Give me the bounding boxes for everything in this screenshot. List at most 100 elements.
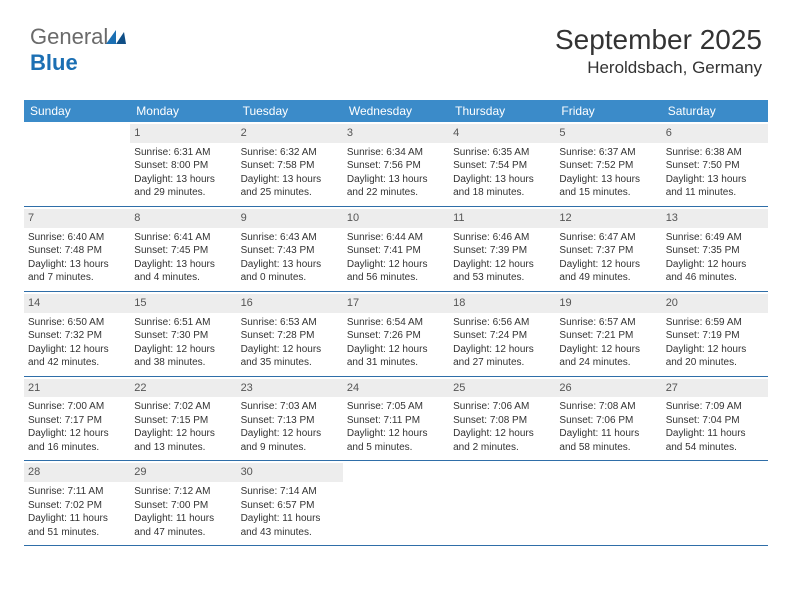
sunrise-text: Sunrise: 6:59 AM [666,316,764,330]
calendar-cell: 21 Sunrise: 7:00 AMSunset: 7:17 PMDayligh… [24,377,130,461]
day-number: 3 [343,124,449,143]
header-right: September 2025 Heroldsbach, Germany [555,24,762,78]
dayhead: Saturday [662,100,768,122]
calendar-cell: 9Sunrise: 6:43 AMSunset: 7:43 PMDaylight… [237,207,343,291]
day-number: 27 [662,379,768,398]
sunrise-text: Sunrise: 7:12 AM [134,485,232,499]
week-row: 14Sunrise: 6:50 AMSunset: 7:32 PMDayligh… [24,292,768,377]
daylight-text: Daylight: 12 hours and 16 minutes. [28,427,126,454]
calendar-cell: 4Sunrise: 6:35 AMSunset: 7:54 PMDaylight… [449,122,555,206]
day-number: 7 [24,209,130,228]
daylight-text: Daylight: 13 hours and 29 minutes. [134,173,232,200]
daylight-text: Daylight: 12 hours and 38 minutes. [134,343,232,370]
day-number: 6 [662,124,768,143]
daylight-text: Daylight: 13 hours and 15 minutes. [559,173,657,200]
sunrise-text: Sunrise: 6:37 AM [559,146,657,160]
daylight-text: Daylight: 12 hours and 35 minutes. [241,343,339,370]
sunset-text: Sunset: 7:08 PM [453,414,551,428]
dayhead: Tuesday [237,100,343,122]
day-number: 20 [662,294,768,313]
sunrise-text: Sunrise: 6:44 AM [347,231,445,245]
sunrise-text: Sunrise: 7:00 AM [28,400,126,414]
day-number: 25 [449,379,555,398]
calendar-cell: 19 Sunrise: 6:57 AMSunset: 7:21 PMDayligh… [555,292,661,376]
calendar-cell: 22Sunrise: 7:02 AMSunset: 7:15 PMDayligh… [130,377,236,461]
calendar-cell: 23Sunrise: 7:03 AMSunset: 7:13 PMDayligh… [237,377,343,461]
brand-logo: General Blue [30,24,128,76]
calendar-cell: 24 Sunrise: 7:05 AMSunset: 7:11 PMDayligh… [343,377,449,461]
brand-part1: General [30,24,108,49]
sunset-text: Sunset: 7:48 PM [28,244,126,258]
sunrise-text: Sunrise: 6:47 AM [559,231,657,245]
day-number: 21 [24,379,130,398]
daylight-text: Daylight: 12 hours and 42 minutes. [28,343,126,370]
day-number: 15 [130,294,236,313]
daylight-text: Daylight: 13 hours and 11 minutes. [666,173,764,200]
week-row: 1Sunrise: 6:31 AMSunset: 8:00 PMDaylight… [24,122,768,207]
calendar-cell: 1Sunrise: 6:31 AMSunset: 8:00 PMDaylight… [130,122,236,206]
sunrise-text: Sunrise: 6:51 AM [134,316,232,330]
sunset-text: Sunset: 7:21 PM [559,329,657,343]
calendar-cell: 7Sunrise: 6:40 AMSunset: 7:48 PMDaylight… [24,207,130,291]
sunset-text: Sunset: 7:24 PM [453,329,551,343]
daylight-text: Daylight: 12 hours and 13 minutes. [134,427,232,454]
calendar-cell [449,461,555,545]
day-number: 16 [237,294,343,313]
calendar-cell: 5Sunrise: 6:37 AMSunset: 7:52 PMDaylight… [555,122,661,206]
daylight-text: Daylight: 12 hours and 20 minutes. [666,343,764,370]
calendar-cell: 12Sunrise: 6:47 AMSunset: 7:37 PMDayligh… [555,207,661,291]
calendar-cell: 26Sunrise: 7:08 AMSunset: 7:06 PMDayligh… [555,377,661,461]
sunset-text: Sunset: 7:17 PM [28,414,126,428]
sunset-text: Sunset: 7:00 PM [134,499,232,513]
daylight-text: Daylight: 12 hours and 27 minutes. [453,343,551,370]
daylight-text: Daylight: 12 hours and 5 minutes. [347,427,445,454]
daylight-text: Daylight: 12 hours and 2 minutes. [453,427,551,454]
calendar-cell: 13Sunrise: 6:49 AMSunset: 7:35 PMDayligh… [662,207,768,291]
dayhead: Thursday [449,100,555,122]
sunset-text: Sunset: 7:19 PM [666,329,764,343]
calendar-cell: 14Sunrise: 6:50 AMSunset: 7:32 PMDayligh… [24,292,130,376]
calendar-cell: 11Sunrise: 6:46 AMSunset: 7:39 PMDayligh… [449,207,555,291]
sunset-text: Sunset: 8:00 PM [134,159,232,173]
week-row: 7Sunrise: 6:40 AMSunset: 7:48 PMDaylight… [24,207,768,292]
daylight-text: Daylight: 11 hours and 54 minutes. [666,427,764,454]
sunrise-text: Sunrise: 6:56 AM [453,316,551,330]
sunrise-text: Sunrise: 7:14 AM [241,485,339,499]
calendar-cell: 20 Sunrise: 6:59 AMSunset: 7:19 PMDayligh… [662,292,768,376]
calendar-cell: 6Sunrise: 6:38 AMSunset: 7:50 PMDaylight… [662,122,768,206]
day-number: 1 [130,124,236,143]
day-number: 30 [237,463,343,482]
sunset-text: Sunset: 6:57 PM [241,499,339,513]
calendar-cell: 29Sunrise: 7:12 AMSunset: 7:00 PMDayligh… [130,461,236,545]
daylight-text: Daylight: 11 hours and 58 minutes. [559,427,657,454]
calendar-cell: 18Sunrise: 6:56 AMSunset: 7:24 PMDayligh… [449,292,555,376]
sunrise-text: Sunrise: 7:05 AM [347,400,445,414]
daylight-text: Daylight: 12 hours and 24 minutes. [559,343,657,370]
sunset-text: Sunset: 7:58 PM [241,159,339,173]
sunset-text: Sunset: 7:52 PM [559,159,657,173]
sunrise-text: Sunrise: 6:57 AM [559,316,657,330]
calendar-cell: 3Sunrise: 6:34 AMSunset: 7:56 PMDaylight… [343,122,449,206]
day-number: 14 [24,294,130,313]
dayhead: Monday [130,100,236,122]
day-number: 19 [555,294,661,313]
day-number: 28 [24,463,130,482]
sunset-text: Sunset: 7:41 PM [347,244,445,258]
sunrise-text: Sunrise: 6:53 AM [241,316,339,330]
day-number: 11 [449,209,555,228]
calendar-cell [24,122,130,206]
sunrise-text: Sunrise: 6:50 AM [28,316,126,330]
day-number: 13 [662,209,768,228]
calendar-cell: 10Sunrise: 6:44 AMSunset: 7:41 PMDayligh… [343,207,449,291]
sunset-text: Sunset: 7:26 PM [347,329,445,343]
sunset-text: Sunset: 7:43 PM [241,244,339,258]
sunset-text: Sunset: 7:39 PM [453,244,551,258]
calendar-cell: 30Sunrise: 7:14 AMSunset: 6:57 PMDayligh… [237,461,343,545]
dayhead-row: SundayMondayTuesdayWednesdayThursdayFrid… [24,100,768,122]
day-number: 24 [343,379,449,398]
daylight-text: Daylight: 12 hours and 49 minutes. [559,258,657,285]
location-label: Heroldsbach, Germany [555,58,762,78]
sunrise-text: Sunrise: 6:34 AM [347,146,445,160]
sunset-text: Sunset: 7:11 PM [347,414,445,428]
daylight-text: Daylight: 13 hours and 22 minutes. [347,173,445,200]
